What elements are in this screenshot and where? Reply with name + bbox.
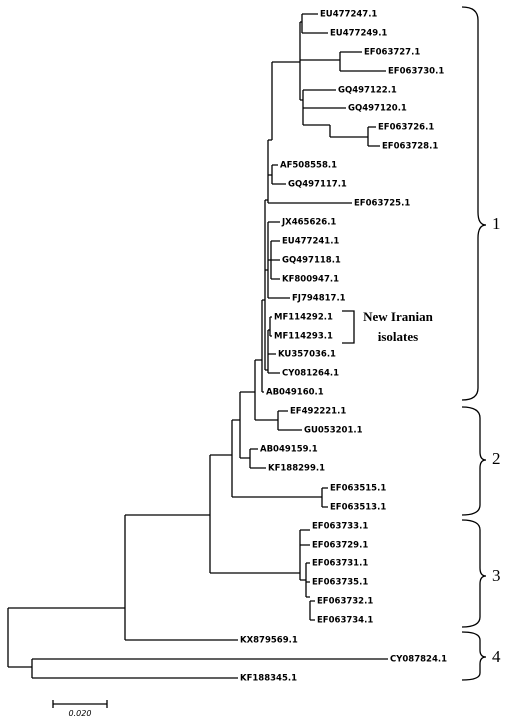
leaf-label: EF063729.1 bbox=[312, 541, 368, 551]
leaf-label: EF063728.1 bbox=[382, 142, 438, 152]
leaf-label: GQ497118.1 bbox=[282, 256, 341, 266]
leaf-label: EF063734.1 bbox=[317, 616, 373, 626]
annotation: New Iranian bbox=[363, 309, 433, 324]
clade-bracket bbox=[461, 406, 487, 516]
leaf-label: CY081264.1 bbox=[282, 369, 339, 379]
leaf-label: EF063727.1 bbox=[364, 48, 420, 58]
clade-label: 4 bbox=[492, 647, 501, 666]
leaf-label: EF063732.1 bbox=[317, 597, 373, 607]
leaf-label: GQ497120.1 bbox=[348, 104, 407, 114]
scale-bar-label: 0.020 bbox=[69, 709, 92, 718]
clade-label: 1 bbox=[492, 214, 501, 233]
tree-branches bbox=[7, 6, 487, 708]
leaf-label: EF063731.1 bbox=[312, 559, 368, 569]
leaf-label: EF063735.1 bbox=[312, 578, 368, 588]
leaf-label: KF188299.1 bbox=[268, 464, 325, 474]
leaf-label: EF063515.1 bbox=[330, 484, 386, 494]
leaf-label: FJ794817.1 bbox=[292, 294, 346, 304]
leaf-label: KF800947.1 bbox=[282, 275, 339, 285]
annotation: isolates bbox=[378, 329, 418, 344]
leaf-label: KX879569.1 bbox=[240, 636, 298, 646]
leaf-label: AB049160.1 bbox=[266, 388, 324, 398]
leaf-label: JX465626.1 bbox=[281, 218, 336, 228]
leaf-label: EF063725.1 bbox=[354, 199, 410, 209]
leaf-label: MF114293.1 bbox=[274, 332, 333, 342]
leaf-label: EF492221.1 bbox=[290, 407, 346, 417]
leaf-label: EF063726.1 bbox=[378, 123, 434, 133]
leaf-label: GQ497117.1 bbox=[288, 180, 347, 190]
leaf-label: MF114292.1 bbox=[274, 313, 333, 323]
clade-label: 3 bbox=[492, 566, 501, 585]
leaf-label: AB049159.1 bbox=[260, 445, 318, 455]
leaf-label: AF508558.1 bbox=[280, 161, 337, 171]
leaf-label: GU053201.1 bbox=[304, 426, 363, 436]
leaf-label: EU477241.1 bbox=[282, 237, 339, 247]
clade-bracket bbox=[461, 631, 487, 681]
clade-bracket bbox=[461, 6, 487, 401]
leaf-label: EU477247.1 bbox=[320, 10, 377, 20]
scale-bar-line bbox=[52, 700, 108, 708]
leaf-label: EF063513.1 bbox=[330, 503, 386, 513]
leaf-label: EU477249.1 bbox=[330, 29, 387, 39]
leaf-label: CY087824.1 bbox=[390, 655, 447, 665]
leaf-label: EF063733.1 bbox=[312, 522, 368, 532]
annotation-bracket bbox=[342, 310, 355, 344]
clade-bracket bbox=[461, 519, 487, 628]
leaf-label: KF188345.1 bbox=[240, 674, 297, 684]
branch bbox=[7, 13, 388, 679]
clade-label: 2 bbox=[492, 449, 501, 468]
leaf-label: EF063730.1 bbox=[388, 67, 444, 77]
leaf-label: KU357036.1 bbox=[278, 350, 336, 360]
leaf-label: GQ497122.1 bbox=[338, 86, 397, 96]
